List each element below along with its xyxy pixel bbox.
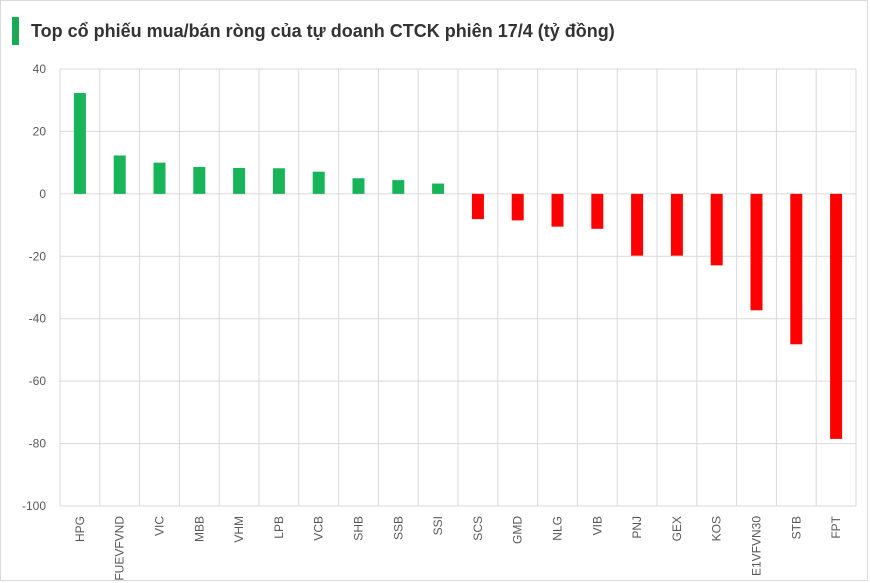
bar-e1vfvn30 — [750, 193, 763, 311]
bar-gmd — [511, 193, 524, 221]
x-tick-label: VCB — [312, 516, 326, 541]
x-tick-label: SHB — [352, 516, 366, 541]
bar-nlg — [551, 193, 564, 227]
bar-vib — [591, 193, 604, 229]
y-tick-label: -60 — [29, 374, 47, 388]
bar-fuevfvnd — [113, 155, 126, 194]
bar-vhm — [233, 167, 246, 194]
bar-kos — [710, 193, 723, 266]
bar-vcb — [312, 171, 325, 194]
y-tick-label: 20 — [33, 124, 47, 138]
y-tick-label: -100 — [22, 499, 46, 513]
x-tick-label: VIB — [590, 516, 604, 535]
bar-scs — [471, 193, 484, 220]
x-tick-label: PNJ — [630, 516, 644, 539]
bar-ssi — [432, 183, 445, 194]
x-tick-label: SSB — [391, 516, 405, 540]
bar-hpg — [73, 93, 86, 194]
y-tick-label: -20 — [29, 249, 47, 263]
bar-stb — [790, 193, 803, 345]
x-tick-label: E1VFVN30 — [750, 516, 764, 576]
x-tick-label: SSI — [431, 516, 445, 535]
bar-pnj — [631, 193, 644, 256]
bar-ssb — [392, 180, 405, 194]
chart-title-block: Top cổ phiếu mua/bán ròng của tự doanh C… — [12, 17, 615, 45]
x-tick-label: NLG — [551, 516, 565, 541]
x-tick-label: GEX — [670, 516, 684, 541]
x-tick-label: FUEVFVND — [113, 516, 127, 581]
x-tick-label: STB — [789, 516, 803, 539]
x-tick-label: MBB — [192, 516, 206, 542]
x-tick-label: KOS — [710, 516, 724, 541]
title-accent-bar — [12, 17, 19, 45]
bar-lpb — [272, 168, 285, 194]
chart-title: Top cổ phiếu mua/bán ròng của tự doanh C… — [31, 20, 615, 41]
bar-mbb — [193, 167, 206, 194]
y-tick-label: 40 — [33, 62, 47, 76]
x-tick-label: GMD — [511, 516, 525, 544]
x-tick-label: LPB — [272, 516, 286, 539]
x-tick-label: VIC — [153, 516, 167, 536]
x-tick-label: VHM — [232, 516, 246, 543]
x-tick-label: SCS — [471, 516, 485, 541]
bar-vic — [153, 162, 166, 194]
y-tick-label: -80 — [29, 437, 47, 451]
bar-shb — [352, 178, 365, 194]
bar-fpt — [830, 193, 843, 439]
y-tick-label: -40 — [29, 312, 47, 326]
x-tick-label: HPG — [73, 516, 87, 542]
x-tick-label: FPT — [829, 515, 843, 538]
bar-gex — [670, 193, 683, 256]
y-tick-label: 0 — [39, 187, 46, 201]
